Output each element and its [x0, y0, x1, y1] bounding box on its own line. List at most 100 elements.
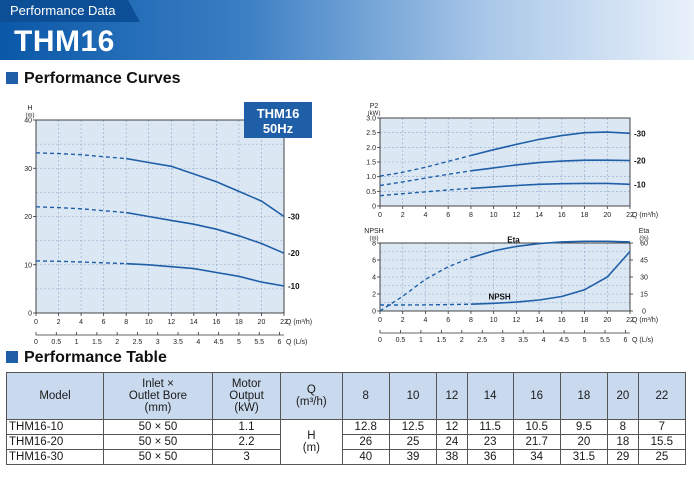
y-tick-label: 6: [372, 258, 376, 265]
x-tick-label: 4: [424, 317, 428, 324]
x-tick-label: 18: [581, 212, 589, 219]
table-header-text: 20: [616, 390, 630, 402]
table-row: THM16-20 50 × 50 2.2 26 25 24 23 21.7 20 18 15.5: [6, 434, 687, 450]
series-label: -20: [288, 249, 300, 258]
y-tick-label: 4: [372, 275, 376, 282]
table-header-text: 18: [577, 390, 591, 402]
x2-tick-label: 3.5: [173, 339, 183, 346]
table-header-cell: 12: [436, 372, 468, 420]
series-label: -30: [634, 129, 646, 138]
table-cell-kw: 1.1: [211, 419, 282, 435]
x-tick-label: 18: [235, 319, 243, 326]
table-cell-value: 23: [466, 434, 514, 450]
x-axis-label: Q (m³/h): [632, 212, 658, 219]
x2-tick-label: 2: [460, 337, 464, 344]
x-tick-label: 0: [34, 319, 38, 326]
x-tick-label: 6: [446, 212, 450, 219]
power-chart: 0 2 4 6 8 10 12 14 16 18 20 22 0 0.5 1.0 1.5 2.0 2.5 3.0 P2…: [366, 103, 658, 219]
x2-tick-label: 1: [419, 337, 423, 344]
table-header-cell: Q (m³/h): [280, 372, 343, 420]
section-table: Performance Table: [6, 349, 167, 367]
y-tick-label: 1.5: [366, 160, 376, 167]
table-header-cell: Motor Output (kW): [211, 372, 282, 420]
x-tick-label: 8: [469, 212, 473, 219]
series-label: -30: [288, 213, 300, 222]
header-banner: Performance Data THM16: [0, 0, 694, 60]
x-tick-label: 10: [145, 319, 153, 326]
table-header-cell: 16: [512, 372, 561, 420]
x2-tick-label: 1.5: [436, 337, 446, 344]
x-tick-label: 8: [469, 317, 473, 324]
series-label: NPSH: [488, 293, 510, 302]
header-model: THM16: [14, 25, 115, 58]
table-cell-value: 25: [637, 449, 687, 465]
x2-tick-label: 0: [378, 337, 382, 344]
x-tick-label: 14: [190, 319, 198, 326]
series-line: [126, 262, 285, 287]
series-line-dashed: [379, 187, 471, 197]
section-curves: Performance Curves: [6, 70, 181, 88]
series-line: [470, 131, 631, 157]
series-line: [470, 250, 631, 305]
table-header-cell: 20: [607, 372, 639, 420]
x2-tick-label: 4: [196, 339, 200, 346]
table-cell-value: 40: [341, 449, 390, 465]
table-header-text: Outlet Bore: [128, 390, 188, 402]
table-header-text: (mm): [144, 402, 172, 414]
x-tick-label: 14: [535, 212, 543, 219]
table-cell-value: 18: [607, 434, 639, 450]
table-header-text: 14: [483, 390, 497, 402]
table-cell-bore: 50 × 50: [103, 419, 213, 435]
y2-tick-label: 60: [640, 241, 648, 248]
y-tick-label: 3.0: [366, 116, 376, 123]
table-header-cell: 10: [388, 372, 438, 420]
series-line: [470, 240, 631, 259]
x2-axis-label: Q (L/s): [632, 337, 653, 344]
table-cell-bore: 50 × 50: [103, 449, 213, 465]
x2-tick-label: 6: [278, 339, 282, 346]
table-header-text: Motor: [231, 378, 262, 390]
y-tick-label: 20: [24, 214, 32, 221]
y-tick-label: 0: [372, 309, 376, 316]
x-axis-label: Q (m³/h): [286, 319, 312, 326]
section-square-icon: [6, 72, 18, 84]
table-header-text: (kW): [234, 402, 259, 414]
table-header-text: 16: [530, 390, 544, 402]
x-tick-label: 2: [401, 317, 405, 324]
table-header-text: Model: [39, 390, 71, 402]
table-header-text: Inlet ×: [142, 378, 174, 390]
table-header-cell: Inlet × Outlet Bore (mm): [103, 372, 213, 420]
x2-tick-label: 5: [583, 337, 587, 344]
x2-tick-label: 5.5: [600, 337, 610, 344]
x-tick-label: 10: [490, 317, 498, 324]
table-header-text: Output: [229, 390, 264, 402]
y-axis-unit: (m): [26, 113, 35, 119]
x-axis-label: Q (m³/h): [632, 317, 658, 324]
table-cell-value: 26: [341, 434, 390, 450]
table-row: THM16-30 50 × 50 3 40 39 38 36 34 31.5 29 25: [6, 449, 687, 465]
table-body: THM16-10 50 × 50 1.1 H (m) 12.8 12.5 12 11.5 10.5…: [6, 419, 687, 465]
series-line: [470, 159, 631, 172]
x-tick-label: 16: [558, 212, 566, 219]
table-cell-value: 39: [388, 449, 438, 465]
table-cell-h-label: H (m): [280, 419, 343, 465]
y-tick-label: 10: [24, 262, 32, 269]
x2-tick-label: 4: [542, 337, 546, 344]
table-cell-value: 8: [607, 419, 639, 435]
y2-tick-label: 45: [640, 258, 648, 265]
x2-tick-label: 3: [156, 339, 160, 346]
y-axis-label: NPSH: [364, 228, 383, 235]
table-cell-value: 34: [512, 449, 561, 465]
x2-tick-label: 2.5: [477, 337, 487, 344]
series-line-dashed: [380, 303, 471, 306]
table-cell-bore: 50 × 50: [103, 434, 213, 450]
table-row: THM16-10 50 × 50 1.1 H (m) 12.8 12.5 12 11.5 10.5…: [6, 419, 687, 465]
x-tick-label: 4: [79, 319, 83, 326]
plot-frame: [379, 117, 631, 207]
x2-tick-label: 5: [237, 339, 241, 346]
header-subtitle: Performance Data: [10, 3, 116, 18]
model-badge: [244, 102, 312, 138]
x-tick-label: 0: [378, 212, 382, 219]
y-axis-unit: (m): [370, 236, 379, 242]
x-tick-label: 20: [603, 212, 611, 219]
